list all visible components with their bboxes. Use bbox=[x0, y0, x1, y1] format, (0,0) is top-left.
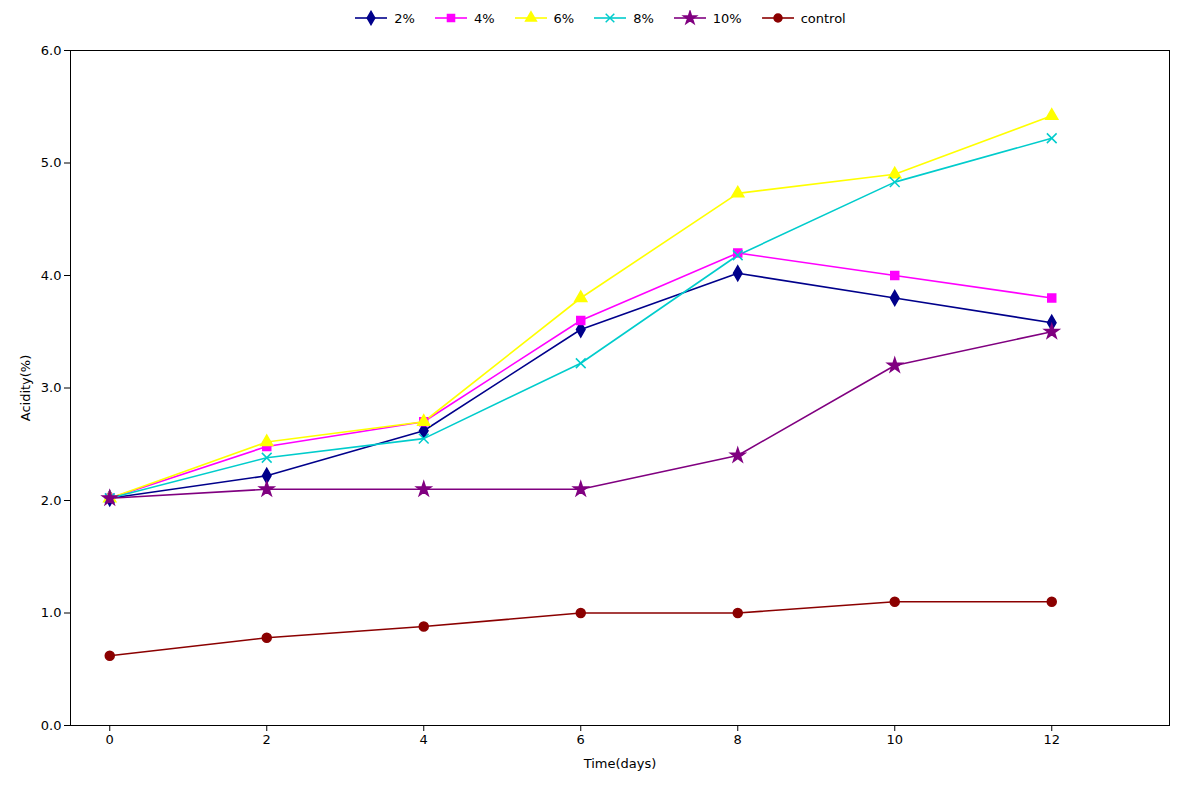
svg-text:6: 6 bbox=[577, 732, 585, 747]
html-text:8%: 8% bbox=[633, 10, 654, 26]
svg-text:Acidity(%): Acidity(%) bbox=[18, 355, 33, 422]
html-text:4%: 4% bbox=[473, 10, 495, 26]
svg-text:3.0: 3.0 bbox=[41, 380, 62, 395]
html-text:6%: 6% bbox=[553, 10, 575, 26]
svg-text:4.0: 4.0 bbox=[41, 268, 62, 283]
html-text:10%: 10% bbox=[712, 10, 742, 26]
svg-text:2.0: 2.0 bbox=[41, 493, 62, 508]
svg-text:6.0: 6.0 bbox=[41, 43, 62, 58]
svg-text:Time(days): Time(days) bbox=[583, 756, 657, 771]
svg-text:0.0: 0.0 bbox=[41, 718, 62, 733]
svg-text:0: 0 bbox=[106, 732, 114, 747]
svg-text:12: 12 bbox=[1043, 732, 1060, 747]
html-text:control: control bbox=[800, 10, 846, 26]
html-text:2%: 2% bbox=[394, 10, 415, 26]
svg-text:8: 8 bbox=[734, 732, 742, 747]
svg-text:4: 4 bbox=[420, 732, 428, 747]
svg-text:5.0: 5.0 bbox=[41, 155, 62, 170]
svg-text:1.0: 1.0 bbox=[41, 605, 62, 620]
svg-text:2: 2 bbox=[263, 732, 271, 747]
svg-text:10: 10 bbox=[886, 732, 903, 747]
